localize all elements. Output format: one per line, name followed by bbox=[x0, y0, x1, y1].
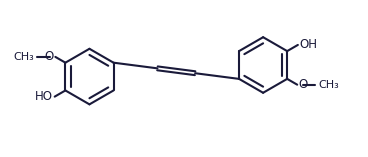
Text: OH: OH bbox=[300, 38, 318, 51]
Text: O: O bbox=[45, 50, 54, 63]
Text: HO: HO bbox=[35, 90, 53, 103]
Text: O: O bbox=[299, 78, 308, 91]
Text: CH₃: CH₃ bbox=[319, 80, 340, 90]
Text: CH₃: CH₃ bbox=[13, 52, 34, 62]
